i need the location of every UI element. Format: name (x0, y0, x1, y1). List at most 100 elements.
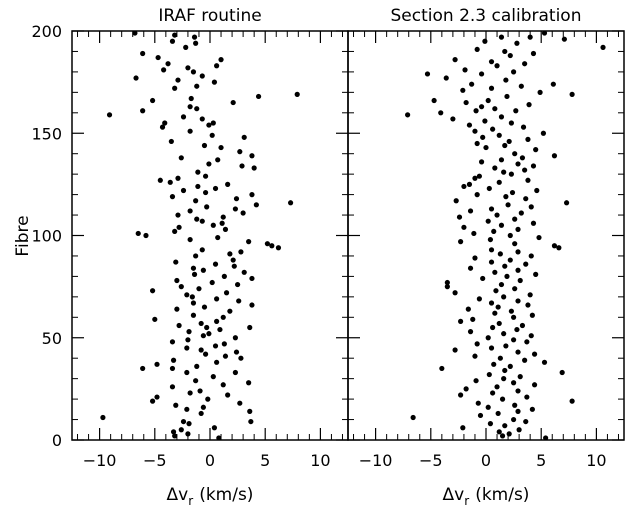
data-point (152, 316, 158, 322)
data-point (216, 435, 222, 441)
panel-title: Section 2.3 calibration (391, 6, 582, 26)
data-point (527, 292, 533, 298)
data-point (523, 261, 529, 267)
data-point (191, 271, 198, 277)
data-point (474, 192, 480, 198)
data-point (140, 108, 146, 114)
data-point (202, 173, 209, 179)
data-point (519, 155, 526, 161)
data-point (206, 331, 212, 337)
data-point (473, 108, 479, 114)
data-point (522, 167, 528, 173)
data-point (525, 302, 531, 308)
data-point (474, 46, 480, 53)
data-point (509, 189, 516, 196)
data-point (170, 429, 177, 435)
data-point (230, 257, 236, 263)
data-point (220, 214, 226, 220)
data-point (253, 202, 259, 208)
data-point (518, 83, 524, 89)
data-point (188, 95, 194, 102)
data-point (249, 302, 255, 308)
data-point (467, 265, 474, 271)
y-tick-label: 200 (31, 22, 62, 41)
data-point (507, 232, 513, 239)
data-point (221, 341, 227, 347)
data-point (169, 384, 176, 390)
data-point (487, 236, 494, 243)
data-point (175, 175, 181, 181)
data-point (488, 59, 495, 65)
data-point (194, 216, 200, 222)
data-point (294, 91, 300, 97)
data-point (494, 63, 500, 69)
data-point (194, 106, 200, 112)
data-point (520, 124, 527, 130)
x-tick-label: −5 (419, 451, 443, 470)
data-point (443, 75, 449, 81)
data-point (504, 93, 510, 100)
data-point (204, 324, 210, 331)
data-point (480, 134, 486, 140)
panel-title: IRAF routine (158, 6, 261, 26)
data-point (461, 183, 467, 190)
data-point (480, 275, 486, 282)
data-point (431, 97, 437, 104)
data-point (184, 369, 190, 376)
data-point (502, 48, 508, 55)
data-point (502, 423, 508, 429)
x-tick-label: 0 (205, 451, 215, 470)
data-point (172, 433, 178, 439)
data-point (528, 253, 534, 259)
data-point (508, 308, 514, 314)
data-point (452, 347, 458, 353)
y-axis-label: Fibre (13, 215, 33, 256)
data-point (512, 286, 518, 292)
data-point (439, 365, 445, 372)
data-point (515, 349, 521, 355)
data-point (551, 243, 558, 249)
data-point (510, 69, 517, 75)
data-point (140, 50, 146, 57)
plot-frame (71, 30, 349, 441)
data-point (175, 212, 181, 218)
data-point (527, 34, 533, 40)
data-point (410, 414, 416, 421)
data-point (198, 410, 204, 417)
y-tick-label: 150 (31, 124, 62, 143)
data-point (466, 122, 473, 128)
data-point (492, 106, 498, 112)
data-point (172, 85, 178, 91)
data-point (155, 54, 161, 61)
data-point (169, 339, 176, 345)
data-point (173, 259, 179, 265)
data-point (498, 157, 505, 163)
data-point (231, 263, 237, 269)
data-point (174, 277, 180, 284)
data-point (498, 281, 505, 288)
data-point (232, 369, 238, 376)
data-point (238, 355, 244, 361)
data-point (529, 406, 535, 412)
data-point (507, 52, 513, 59)
data-point (209, 132, 215, 138)
data-point (497, 251, 503, 257)
data-point (460, 87, 466, 93)
data-point (488, 300, 495, 306)
data-point (162, 120, 168, 126)
data-point (510, 337, 517, 343)
data-point (536, 234, 542, 241)
data-point (269, 243, 275, 249)
data-point (193, 378, 199, 384)
data-point (206, 161, 212, 167)
data-point (515, 298, 521, 304)
data-point (212, 261, 219, 267)
data-point (499, 433, 506, 439)
data-point (180, 418, 187, 425)
data-point (106, 112, 113, 118)
data-point (561, 36, 567, 42)
data-point (514, 326, 520, 333)
y-tick-label: 50 (42, 329, 62, 348)
data-point (551, 153, 558, 159)
data-point (492, 269, 498, 275)
